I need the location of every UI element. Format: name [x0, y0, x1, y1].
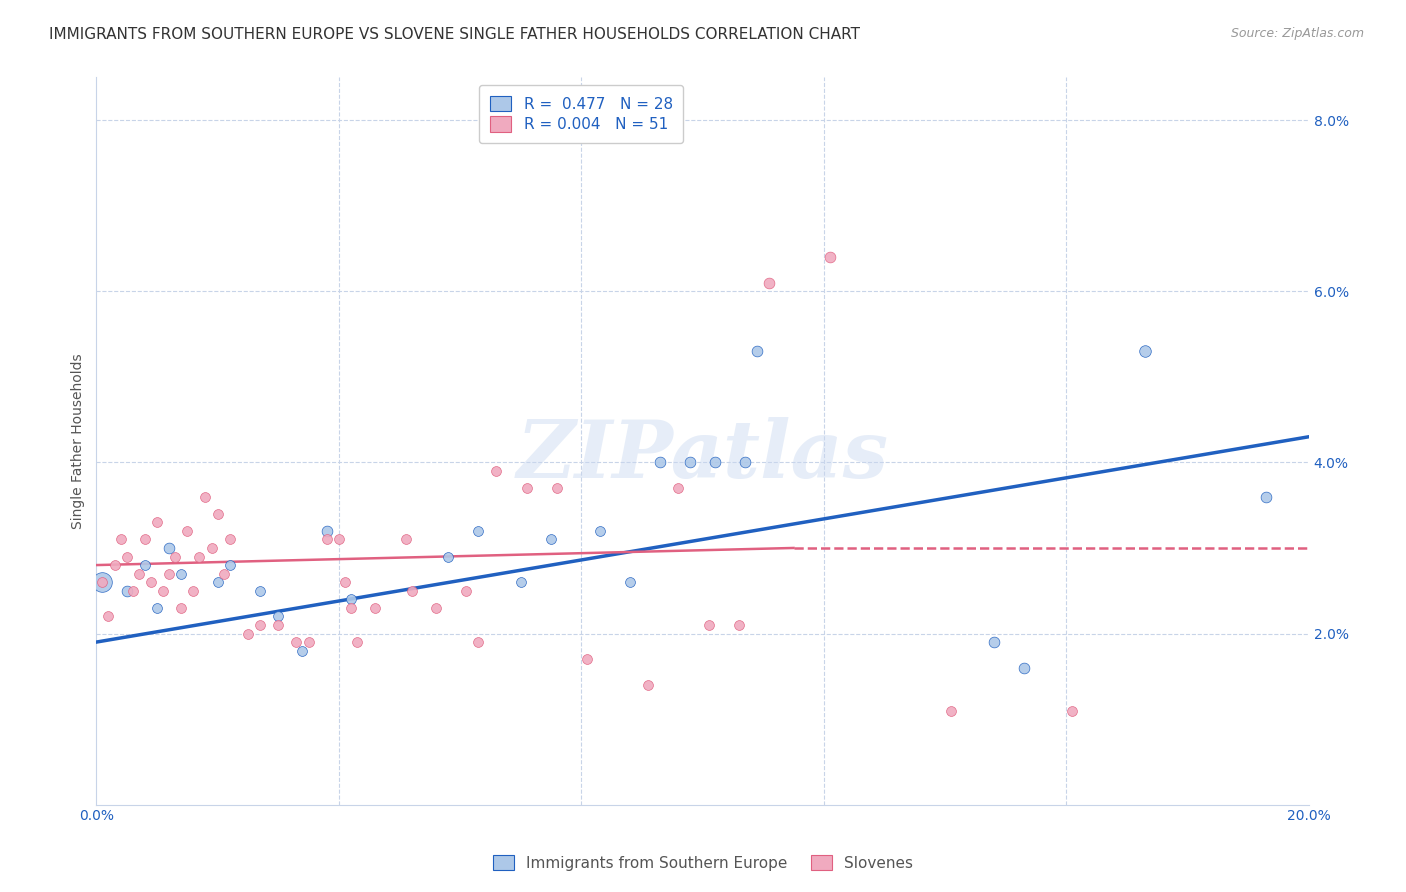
Point: [315, 533, 337, 547]
Point: [401, 583, 423, 598]
Point: [1256, 490, 1278, 504]
Text: ZIPatlas: ZIPatlas: [516, 417, 889, 494]
Point: [328, 533, 350, 547]
Point: [165, 549, 187, 564]
Point: [394, 533, 416, 547]
Point: [588, 524, 610, 538]
Point: [218, 533, 240, 547]
Point: [666, 481, 689, 495]
Point: [333, 575, 356, 590]
Point: [297, 635, 319, 649]
Point: [437, 549, 460, 564]
Point: [576, 652, 599, 666]
Point: [188, 549, 211, 564]
Point: [218, 558, 240, 572]
Point: [152, 583, 174, 598]
Point: [637, 678, 659, 692]
Point: [340, 592, 363, 607]
Point: [200, 541, 222, 555]
Point: [758, 276, 780, 290]
Point: [267, 618, 290, 632]
Text: IMMIGRANTS FROM SOUTHERN EUROPE VS SLOVENE SINGLE FATHER HOUSEHOLDS CORRELATION : IMMIGRANTS FROM SOUTHERN EUROPE VS SLOVE…: [49, 27, 860, 42]
Point: [146, 516, 169, 530]
Point: [697, 618, 720, 632]
Point: [291, 643, 314, 657]
Point: [207, 507, 229, 521]
Point: [285, 635, 308, 649]
Point: [485, 464, 508, 478]
Point: [157, 541, 180, 555]
Point: [236, 626, 259, 640]
Point: [340, 600, 363, 615]
Text: Source: ZipAtlas.com: Source: ZipAtlas.com: [1230, 27, 1364, 40]
Point: [467, 524, 489, 538]
Point: [650, 455, 672, 469]
Point: [425, 600, 447, 615]
Point: [212, 566, 235, 581]
Point: [97, 609, 120, 624]
Point: [315, 524, 337, 538]
Point: [983, 635, 1005, 649]
Point: [91, 575, 114, 590]
Point: [747, 344, 769, 359]
Point: [121, 583, 143, 598]
Point: [103, 558, 125, 572]
Point: [110, 533, 132, 547]
Point: [1062, 704, 1084, 718]
Point: [146, 600, 169, 615]
Point: [703, 455, 725, 469]
Point: [509, 575, 531, 590]
Point: [939, 704, 962, 718]
Point: [91, 575, 114, 590]
Point: [540, 533, 562, 547]
Point: [516, 481, 538, 495]
Point: [346, 635, 368, 649]
Point: [139, 575, 162, 590]
Point: [128, 566, 150, 581]
Point: [728, 618, 751, 632]
Point: [176, 524, 198, 538]
Point: [249, 583, 271, 598]
Point: [157, 566, 180, 581]
Point: [194, 490, 217, 504]
Point: [249, 618, 271, 632]
Point: [679, 455, 702, 469]
Point: [485, 121, 508, 136]
Point: [267, 609, 290, 624]
Point: [207, 575, 229, 590]
Point: [1133, 344, 1156, 359]
Point: [170, 566, 193, 581]
Point: [546, 481, 568, 495]
Point: [1012, 661, 1035, 675]
Point: [183, 583, 205, 598]
Legend: Immigrants from Southern Europe, Slovenes: Immigrants from Southern Europe, Slovene…: [484, 846, 922, 880]
Point: [134, 558, 156, 572]
Point: [734, 455, 756, 469]
Point: [619, 575, 641, 590]
Point: [170, 600, 193, 615]
Point: [115, 583, 138, 598]
Point: [467, 635, 489, 649]
Point: [818, 250, 841, 264]
Y-axis label: Single Father Households: Single Father Households: [72, 353, 86, 529]
Point: [364, 600, 387, 615]
Point: [115, 549, 138, 564]
Point: [456, 583, 478, 598]
Point: [134, 533, 156, 547]
Legend: R =  0.477   N = 28, R = 0.004   N = 51: R = 0.477 N = 28, R = 0.004 N = 51: [479, 85, 683, 143]
